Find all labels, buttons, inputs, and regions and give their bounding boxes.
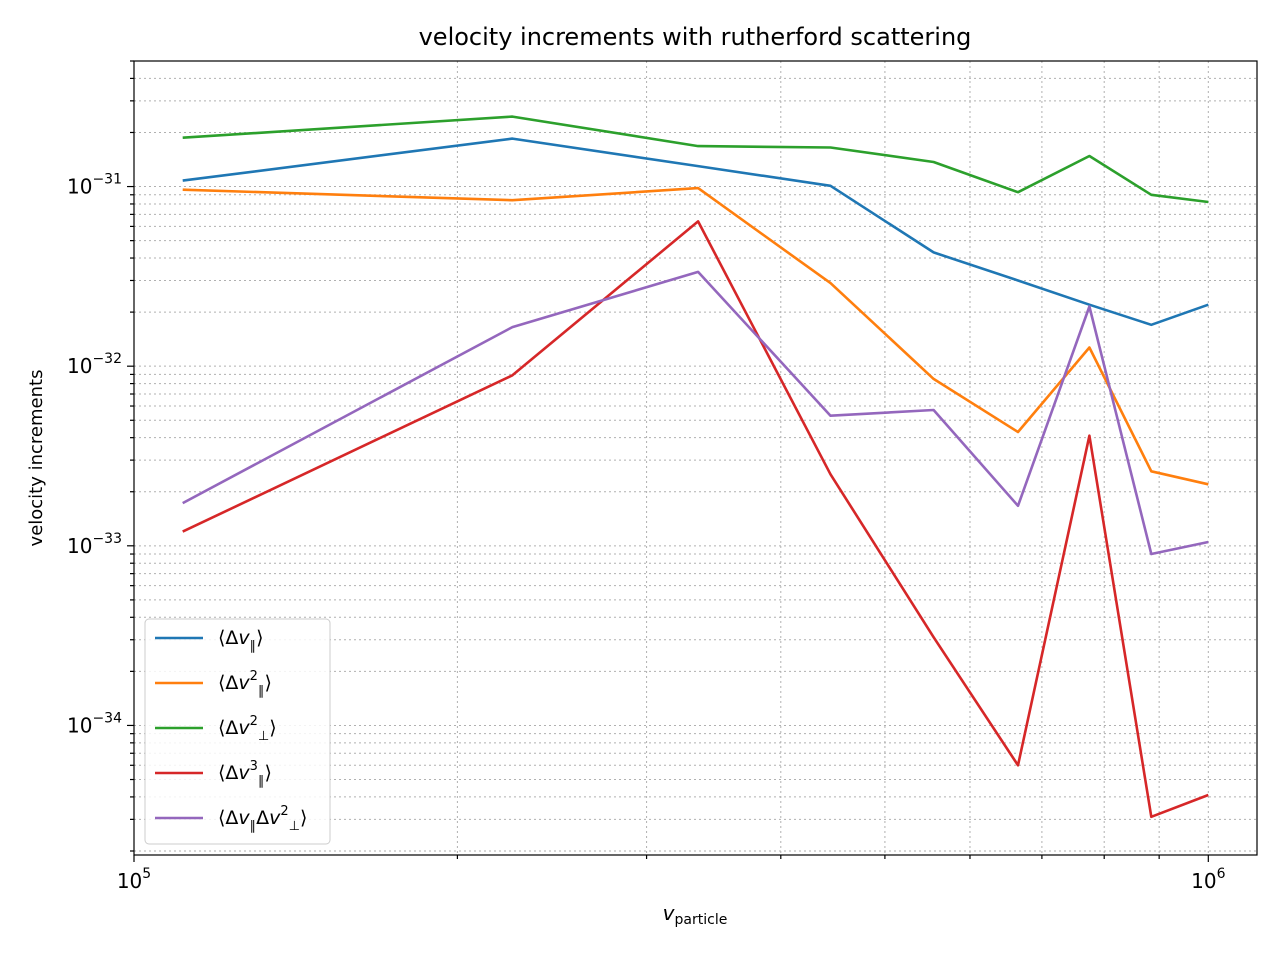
y-axis-label: velocity increments [26,370,47,547]
legend-label: ⟨Δv2∥⟩ [218,669,272,699]
plot-area-frame [133,60,1258,856]
series-line-5 [182,270,1209,556]
x-axis-label-main: v [663,901,676,925]
series-line-4 [182,220,1209,819]
x-axis-label: vparticle [663,901,728,928]
legend-entry: ⟨Δv∥Δv2⊥⟩ [155,804,307,834]
series-line-2 [182,186,1209,486]
legend-label: ⟨Δv2⊥⟩ [218,714,277,744]
series-line-3 [182,115,1209,204]
y-tick-label: 10−32 [67,351,122,378]
x-tick-label: 106 [1191,866,1225,893]
legend-label: ⟨Δv∥Δv2⊥⟩ [218,804,307,834]
legend-entry: ⟨Δv2∥⟩ [155,669,272,699]
series-line-1 [182,137,1209,327]
x-axis-label-sub: particle [675,912,728,928]
y-tick-label: 10−31 [67,172,122,199]
legend-entry: ⟨Δv∥⟩ [155,627,264,654]
x-tick-label: 105 [117,866,151,893]
y-tick-label: 10−34 [67,710,122,737]
legend-label: ⟨Δv∥⟩ [218,627,264,654]
legend-label: ⟨Δv3∥⟩ [218,759,272,789]
series-layer [182,115,1209,819]
y-tick-label: 10−33 [67,531,122,558]
legend-box [144,618,331,845]
axis-ticks: 105 106 10−31 10−32 10−33 10−34 [67,60,1226,893]
grid [133,60,1257,855]
legend-entry: ⟨Δv3∥⟩ [155,759,272,789]
legend-items: ⟨Δv∥⟩ ⟨Δv2∥⟩ ⟨Δv2⊥⟩ ⟨Δv3∥⟩ ⟨Δv∥Δv2⊥⟩ [155,627,307,834]
chart-title: velocity increments with rutherford scat… [419,23,972,51]
legend: ⟨Δv∥⟩ ⟨Δv2∥⟩ ⟨Δv2⊥⟩ ⟨Δv3∥⟩ ⟨Δv∥Δv2⊥⟩ [144,618,331,845]
legend-entry: ⟨Δv2⊥⟩ [155,714,277,744]
